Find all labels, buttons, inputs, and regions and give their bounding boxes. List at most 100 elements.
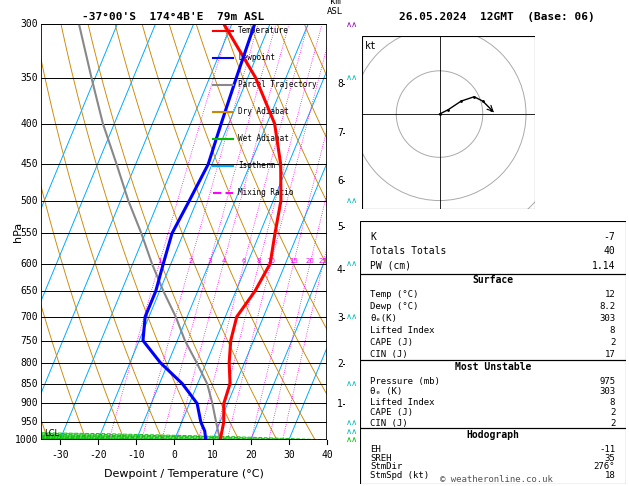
Text: 10: 10 [267, 258, 276, 263]
Text: Hodograph: Hodograph [466, 430, 520, 440]
Text: 40: 40 [603, 246, 615, 256]
Text: ∧∧: ∧∧ [346, 20, 358, 29]
Text: Wet Adiabat: Wet Adiabat [238, 134, 289, 143]
Text: Temperature: Temperature [238, 26, 289, 35]
Text: 18: 18 [604, 471, 615, 480]
Text: ∧∧: ∧∧ [346, 259, 358, 268]
Text: 5: 5 [337, 222, 343, 232]
Text: 900: 900 [20, 399, 38, 408]
Text: 6: 6 [242, 258, 246, 263]
Bar [360, 429, 626, 484]
Text: K: K [370, 232, 376, 242]
Text: SREH: SREH [370, 454, 392, 463]
Text: 2: 2 [337, 359, 343, 369]
Text: Most Unstable: Most Unstable [455, 362, 531, 372]
Text: 1: 1 [337, 399, 343, 409]
Text: -30: -30 [51, 450, 69, 460]
Text: PW (cm): PW (cm) [370, 261, 411, 271]
Text: 7: 7 [337, 128, 343, 138]
Text: 750: 750 [20, 335, 38, 346]
Text: 30: 30 [283, 450, 295, 460]
Text: 20: 20 [245, 450, 257, 460]
Text: 2: 2 [610, 408, 615, 417]
Text: 2: 2 [610, 419, 615, 428]
Text: km
ASL: km ASL [327, 0, 343, 16]
Text: ∧∧: ∧∧ [346, 435, 358, 444]
Bar [360, 360, 626, 429]
Text: ∧∧: ∧∧ [346, 417, 358, 427]
Text: -20: -20 [89, 450, 107, 460]
Text: 600: 600 [20, 259, 38, 269]
Text: Isotherm: Isotherm [238, 161, 276, 170]
Text: 12: 12 [604, 290, 615, 299]
Text: 3: 3 [207, 258, 211, 263]
Text: CIN (J): CIN (J) [370, 419, 408, 428]
Text: hPa: hPa [13, 222, 23, 242]
Text: 15: 15 [289, 258, 298, 263]
Text: 6: 6 [337, 176, 343, 187]
Text: StmDir: StmDir [370, 463, 403, 471]
Text: LCL: LCL [44, 429, 59, 437]
Text: 400: 400 [20, 119, 38, 129]
Text: 35: 35 [604, 454, 615, 463]
Text: 975: 975 [599, 377, 615, 386]
Text: 3: 3 [337, 313, 343, 323]
Text: Surface: Surface [472, 275, 513, 285]
Text: 1.14: 1.14 [592, 261, 615, 271]
Text: 300: 300 [20, 19, 38, 29]
Text: θₑ (K): θₑ (K) [370, 387, 403, 396]
Text: -37°00'S  174°4B'E  79m ASL: -37°00'S 174°4B'E 79m ASL [82, 12, 264, 22]
Text: 700: 700 [20, 312, 38, 322]
Text: 40: 40 [321, 450, 333, 460]
Text: Dry Adiabat: Dry Adiabat [238, 107, 289, 116]
Text: 25: 25 [319, 258, 328, 263]
Text: 0: 0 [172, 450, 177, 460]
Text: Lifted Index: Lifted Index [370, 398, 435, 407]
Text: 550: 550 [20, 228, 38, 239]
Text: 2: 2 [188, 258, 192, 263]
Text: θₑ(K): θₑ(K) [370, 314, 398, 323]
Text: Temp (°C): Temp (°C) [370, 290, 419, 299]
Text: 10: 10 [207, 450, 218, 460]
Bar [360, 274, 626, 360]
Text: 26.05.2024  12GMT  (Base: 06): 26.05.2024 12GMT (Base: 06) [399, 12, 595, 22]
Text: 350: 350 [20, 72, 38, 83]
Text: 1000: 1000 [14, 435, 38, 445]
Text: ∧∧: ∧∧ [346, 73, 358, 82]
Text: 850: 850 [20, 379, 38, 389]
Text: Mixing Ratio: Mixing Ratio [238, 188, 294, 197]
Text: 17: 17 [604, 350, 615, 360]
Text: kt: kt [365, 41, 377, 52]
Text: 4: 4 [221, 258, 226, 263]
Text: © weatheronline.co.uk: © weatheronline.co.uk [440, 474, 554, 484]
Text: EH: EH [370, 445, 381, 454]
Text: CAPE (J): CAPE (J) [370, 408, 413, 417]
Text: CIN (J): CIN (J) [370, 350, 408, 360]
Text: ∧∧: ∧∧ [346, 196, 358, 205]
Text: 276°: 276° [594, 463, 615, 471]
Text: ∧∧: ∧∧ [346, 312, 358, 321]
Text: -7: -7 [603, 232, 615, 242]
Text: 20: 20 [306, 258, 314, 263]
Text: 450: 450 [20, 159, 38, 169]
Text: Totals Totals: Totals Totals [370, 246, 447, 256]
Text: Dewpoint / Temperature (°C): Dewpoint / Temperature (°C) [104, 469, 264, 479]
Text: 8: 8 [610, 398, 615, 407]
Text: Dewpoint: Dewpoint [238, 53, 276, 62]
Text: 8.2: 8.2 [599, 302, 615, 311]
Text: 2: 2 [610, 338, 615, 347]
Text: Pressure (mb): Pressure (mb) [370, 377, 440, 386]
Bar [362, 36, 535, 209]
Text: 4: 4 [337, 265, 343, 276]
Text: 650: 650 [20, 286, 38, 296]
Text: 303: 303 [599, 314, 615, 323]
Text: -10: -10 [128, 450, 145, 460]
Text: CAPE (J): CAPE (J) [370, 338, 413, 347]
Text: 950: 950 [20, 417, 38, 427]
Text: StmSpd (kt): StmSpd (kt) [370, 471, 430, 480]
Text: 8: 8 [610, 326, 615, 335]
Text: 303: 303 [599, 387, 615, 396]
Text: 1: 1 [157, 258, 162, 263]
Text: ∧∧: ∧∧ [346, 379, 358, 388]
Text: Lifted Index: Lifted Index [370, 326, 435, 335]
